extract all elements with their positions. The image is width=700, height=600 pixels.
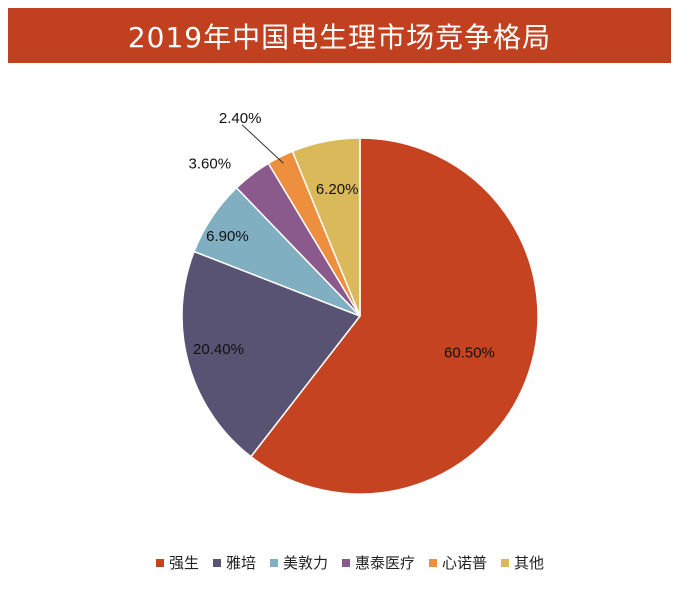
legend-swatch bbox=[212, 558, 221, 567]
legend-swatch bbox=[429, 558, 438, 567]
legend-swatch bbox=[501, 558, 510, 567]
legend-item-雅培: 雅培 bbox=[212, 552, 256, 573]
leader-line bbox=[241, 124, 284, 164]
legend: 强生 雅培 美敦力 惠泰医疗 心诺普 其他 bbox=[0, 552, 700, 573]
pie-slice-其他 bbox=[291, 137, 361, 317]
legend-item-其他: 其他 bbox=[501, 552, 544, 573]
data-label-雅培: 20.40% bbox=[193, 341, 244, 358]
legend-label: 心诺普 bbox=[442, 554, 488, 572]
legend-swatch bbox=[155, 558, 164, 567]
legend-label: 其他 bbox=[514, 554, 545, 572]
data-label-强生: 60.50% bbox=[444, 344, 495, 361]
data-label-心诺普: 2.40% bbox=[219, 110, 262, 127]
pie-slice-雅培 bbox=[181, 250, 362, 458]
legend-item-心诺普: 心诺普 bbox=[429, 552, 487, 573]
data-label-美敦力: 6.90% bbox=[206, 228, 249, 245]
data-label-惠泰医疗: 3.60% bbox=[189, 156, 232, 173]
legend-item-美敦力: 美敦力 bbox=[269, 552, 328, 573]
chart-title: 2019年中国电生理市场竞争格局 bbox=[8, 8, 671, 63]
legend-label: 美敦力 bbox=[282, 554, 328, 572]
legend-label: 强生 bbox=[168, 554, 199, 572]
data-label-其他: 6.20% bbox=[316, 181, 359, 198]
legend-label: 雅培 bbox=[225, 554, 256, 572]
legend-item-惠泰医疗: 惠泰医疗 bbox=[342, 552, 415, 573]
legend-label: 惠泰医疗 bbox=[355, 554, 416, 572]
legend-item-强生: 强生 bbox=[155, 552, 199, 573]
legend-swatch bbox=[342, 558, 350, 567]
pie-slice-强生 bbox=[249, 137, 539, 495]
legend-swatch bbox=[269, 558, 278, 567]
